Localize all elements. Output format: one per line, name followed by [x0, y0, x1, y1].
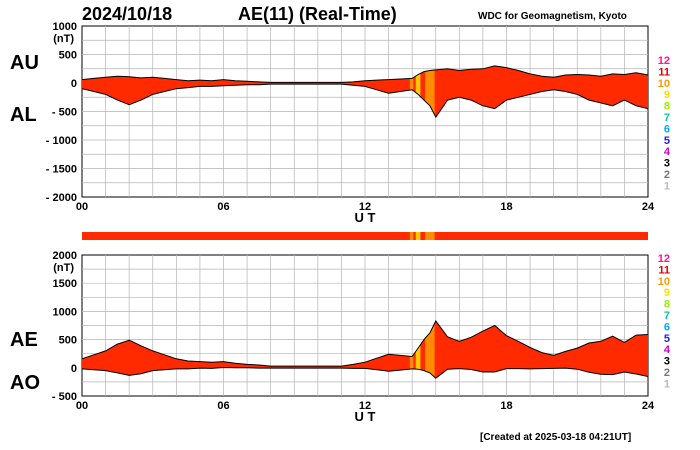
x-tick-label: 06	[217, 400, 229, 412]
station-scale-label: 1	[664, 378, 670, 390]
au-al-area	[82, 65, 648, 118]
station-scale-label: 3	[664, 158, 670, 170]
station-scale-label: 9	[664, 287, 670, 299]
station-scale-label: 6	[664, 321, 670, 333]
x-axis-title: U T	[355, 210, 376, 225]
station-scale-label: 11	[658, 264, 670, 276]
y-tick-label: - 500	[52, 107, 77, 119]
x-tick-label: 18	[500, 400, 512, 412]
station-scale-label: 4	[664, 344, 671, 356]
data-source-label: WDC for Geomagnetism, Kyoto	[478, 11, 627, 22]
ae-ao-lower-line	[81, 366, 649, 379]
station-scale-label: 1	[664, 180, 670, 192]
y-tick-label: 2000	[53, 250, 77, 262]
coverage-bar-segment	[409, 232, 414, 240]
ae-ao-area	[82, 321, 648, 379]
chart-title: AE(11) (Real-Time)	[238, 4, 397, 24]
y-tick-label: 1000	[53, 21, 77, 33]
x-axis-title: U T	[355, 409, 376, 424]
ae-ao-highlight-stripe	[425, 321, 435, 379]
station-scale-label: 7	[664, 310, 670, 322]
station-scale-label: 8	[664, 299, 670, 311]
station-scale-label: 2	[664, 169, 670, 181]
x-tick-label: 12	[359, 400, 371, 412]
x-tick-label: 00	[76, 201, 88, 213]
au-al-highlight-stripe	[415, 65, 421, 118]
x-tick-label: 06	[217, 201, 229, 213]
au-al-highlight-stripe	[425, 65, 435, 118]
au-al-upper-line	[81, 65, 649, 83]
created-timestamp: [Created at 2025-03-18 04:21UT]	[480, 432, 632, 443]
chart-date: 2024/10/18	[82, 4, 173, 24]
station-scale-label: 3	[664, 356, 670, 368]
coverage-bar	[82, 232, 648, 240]
station-scale-label: 10	[658, 78, 670, 90]
y-tick-label: 1500	[53, 278, 77, 290]
station-scale-label: 4	[664, 146, 671, 158]
y-tick-label: 0	[71, 363, 77, 375]
au-al-lower-line	[81, 83, 649, 119]
station-scale-label: 2	[664, 367, 670, 379]
y-unit-label: (nT)	[53, 262, 74, 274]
station-scale-label: 7	[664, 112, 670, 124]
station-scale-label: 8	[664, 101, 670, 113]
y-tick-label: 500	[59, 335, 77, 347]
y-tick-label: 500	[59, 50, 77, 62]
station-scale-label: 12	[658, 253, 670, 265]
station-scale-label: 5	[664, 333, 670, 345]
y-tick-label: - 1500	[46, 164, 77, 176]
panel-label-au: AU	[10, 52, 39, 74]
station-scale-label: 6	[664, 123, 670, 135]
coverage-bar-segment	[425, 232, 435, 240]
panel-label-al: AL	[10, 104, 37, 126]
station-scale-label: 9	[664, 89, 670, 101]
panel-label-ae: AE	[10, 329, 38, 351]
x-tick-label: 24	[642, 400, 655, 412]
coverage-bar-segment	[415, 232, 421, 240]
ae-ao-highlight-stripe	[415, 321, 421, 379]
station-scale-label: 10	[658, 276, 670, 288]
panel-label-ao: AO	[10, 372, 40, 394]
station-scale-label: 5	[664, 135, 670, 147]
y-unit-label: (nT)	[53, 33, 74, 45]
ae-ao-upper-line	[81, 320, 649, 367]
y-tick-label: 0	[71, 78, 77, 90]
station-scale-label: 11	[658, 66, 670, 78]
y-tick-label: - 2000	[46, 192, 77, 204]
y-tick-label: 1000	[53, 306, 77, 318]
x-tick-label: 18	[500, 201, 512, 213]
x-tick-label: 00	[76, 400, 88, 412]
x-tick-label: 12	[359, 201, 371, 213]
y-tick-label: - 500	[52, 391, 77, 403]
y-tick-label: - 1000	[46, 135, 77, 147]
x-tick-label: 24	[642, 201, 655, 213]
station-scale-label: 12	[658, 55, 670, 67]
